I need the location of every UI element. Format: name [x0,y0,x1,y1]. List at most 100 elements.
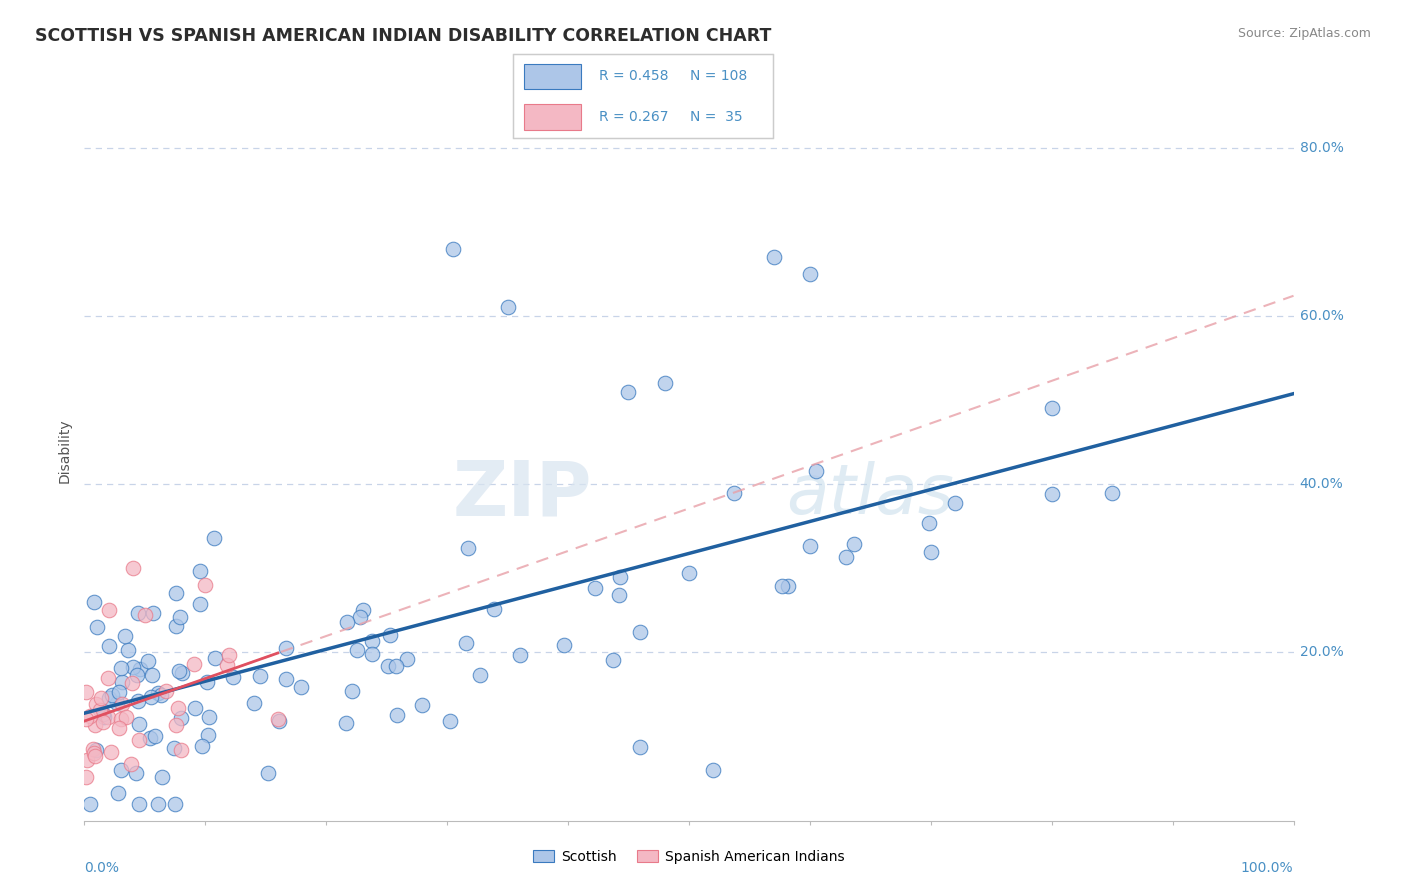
Text: R = 0.267: R = 0.267 [599,110,668,124]
Point [121,676,143,690]
Point [125,668,148,682]
Point [256,766,278,780]
Point [128,732,150,747]
Point [115,710,138,724]
Point [165,718,187,732]
Point [155,684,177,698]
Point [170,665,193,680]
Point [441,242,464,256]
Point [202,531,225,545]
Point [678,566,700,581]
Point [150,770,173,784]
Text: SCOTTISH VS SPANISH AMERICAN INDIAN DISABILITY CORRELATION CHART: SCOTTISH VS SPANISH AMERICAN INDIAN DISA… [35,27,772,45]
Point [778,579,800,593]
Point [336,615,359,629]
Point [602,652,624,666]
Point [121,561,143,575]
Point [360,633,382,648]
Point [108,685,131,699]
Point [377,659,399,673]
Point [484,602,506,616]
Point [353,603,375,617]
Point [454,636,477,650]
Point [97,603,120,617]
Text: R = 0.458: R = 0.458 [599,70,668,83]
Point [170,743,193,757]
Point [654,376,676,391]
Point [385,659,408,673]
Point [84,718,107,732]
Point [194,578,217,592]
Text: 80.0%: 80.0% [1299,141,1344,154]
Point [249,669,271,683]
Point [79,797,101,811]
Point [215,658,238,673]
Point [142,607,165,621]
Point [943,496,966,510]
Point [1040,487,1063,501]
Point [385,707,408,722]
Text: 100.0%: 100.0% [1241,862,1294,875]
Point [198,710,221,724]
Point [346,643,368,657]
Point [101,688,124,702]
Point [617,384,640,399]
Point [470,668,492,682]
Point [167,664,190,678]
Point [82,742,104,756]
Point [1101,485,1123,500]
Point [191,739,214,754]
Point [75,712,97,726]
Point [98,640,121,654]
Point [702,763,724,777]
Point [146,686,169,700]
Point [84,697,107,711]
Point [361,648,384,662]
Point [93,710,115,724]
Point [169,610,191,624]
Point [111,674,134,689]
Point [134,607,156,622]
Point [1040,401,1063,416]
Point [378,628,401,642]
Point [628,625,651,640]
Point [139,731,162,745]
Point [242,696,264,710]
Text: 60.0%: 60.0% [1299,309,1344,323]
Point [129,662,152,676]
Point [184,700,207,714]
Point [762,250,785,264]
Point [149,688,172,702]
Point [86,620,108,634]
Point [274,672,297,686]
Point [920,545,942,559]
Point [125,766,148,780]
Point [804,464,827,478]
Point [97,710,120,724]
Text: 0.0%: 0.0% [84,862,120,875]
Point [496,301,519,315]
Point [342,684,364,698]
Point [723,486,745,500]
Point [114,629,136,643]
Point [117,643,139,657]
Point [91,706,114,721]
Point [167,701,190,715]
Point [396,652,419,666]
Point [349,609,371,624]
Point [609,570,631,584]
Point [143,729,166,743]
Point [110,660,132,674]
Point [107,722,129,736]
Point [628,739,651,754]
FancyBboxPatch shape [523,104,581,130]
Point [290,681,312,695]
Point [83,595,105,609]
Point [917,516,939,531]
Point [844,537,866,551]
Point [553,638,575,652]
Text: 20.0%: 20.0% [1299,646,1343,659]
Point [89,703,111,717]
Point [79,709,101,723]
Point [411,698,433,712]
